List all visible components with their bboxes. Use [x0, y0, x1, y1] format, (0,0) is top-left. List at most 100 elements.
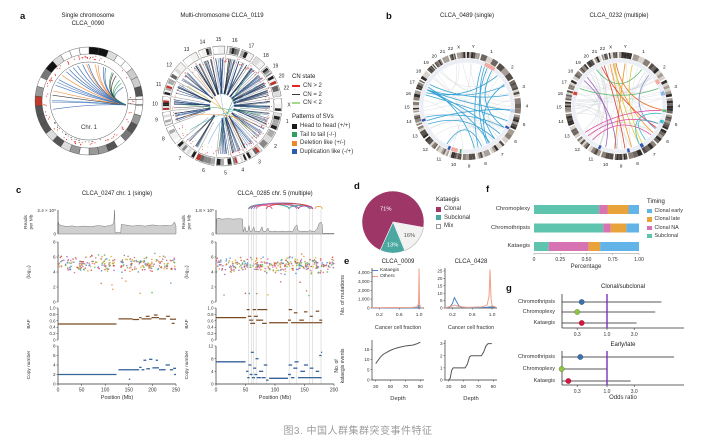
tick-label: 20: [279, 73, 285, 79]
tick-label: 10: [603, 162, 609, 168]
tick-label: 6: [666, 139, 669, 145]
tick-label: 10: [451, 162, 457, 168]
tick-label: 8: [636, 161, 639, 167]
tick-label: 10: [152, 101, 158, 107]
f-category-chromoplexy: Chromoplexy: [495, 206, 530, 212]
g1-row-chromothripsis: Chromothripsis: [518, 298, 555, 305]
cn-eq2-swatch: [292, 93, 300, 96]
tick-label: 0: [53, 338, 56, 343]
tick-label: 30: [446, 384, 452, 390]
tick-label: 30: [373, 384, 379, 390]
tick-label: 0: [367, 378, 370, 383]
g-early-late-graphic: 0.3 1.0 3.0: [558, 351, 684, 395]
tick-label: 8: [162, 136, 165, 142]
tick-label: 2: [53, 285, 56, 290]
legend-item-clonal-na: Clonal NA: [647, 225, 683, 231]
depth-plot-1: 0 5 10 15 30 50 70 90: [364, 340, 424, 390]
tick-label: 2: [53, 372, 56, 377]
mix-swatch: [436, 223, 441, 229]
tick-label: 0: [533, 257, 536, 263]
tick-label: 200: [148, 388, 157, 394]
legend-item-duplication-like: Duplication like (-/+): [292, 149, 353, 155]
tick-label: 15: [364, 347, 370, 352]
tick-label: 0.6: [469, 312, 476, 318]
tick-label: 11: [436, 157, 441, 163]
tick-label: 5: [675, 122, 678, 128]
legend-item-subclonal-timing: Subclonal: [647, 233, 683, 239]
mutations-ylabel: No. of mutations: [340, 274, 346, 316]
svg-text:Copy number: Copy number: [184, 350, 190, 379]
head-to-head-swatch: [292, 123, 297, 129]
circos-a-left-title-line1: Single chromosome: [61, 13, 115, 19]
tick-label: 0: [367, 306, 370, 311]
tick-label: 0.3: [574, 389, 581, 395]
clonal-early-swatch: [647, 208, 652, 214]
subclonal-swatch: [436, 215, 441, 221]
tick-label: 17: [410, 79, 416, 85]
legend-item-cn-eq2: CN = 2: [292, 92, 322, 98]
tick-label: 50: [243, 388, 249, 394]
tick-label: 50: [388, 384, 394, 390]
tick-label: 11: [156, 82, 161, 88]
g2-row-kataegis: Kataegis: [533, 377, 555, 384]
tick-label: 9: [155, 118, 158, 124]
duplication-like-swatch: [292, 149, 297, 155]
tick-label: 8: [484, 161, 487, 167]
tick-label: 16: [406, 91, 412, 97]
ccf-plot-2: 0 5 10 15 20 25 0.2 0.6 1.0: [437, 268, 497, 318]
tick-label: 20: [437, 276, 443, 281]
tick-label: 150: [300, 388, 309, 394]
cn-lt2-swatch: [292, 102, 300, 104]
forest-bottom-title: Early/late: [610, 342, 636, 348]
e-depth-2-graphic: 0 1 2 3 30 50 70 90: [440, 340, 497, 390]
tick-label: 0: [440, 306, 443, 311]
tick-label: 14: [406, 119, 412, 125]
tick-label: 8: [211, 356, 214, 361]
tick-label: 13: [412, 134, 418, 140]
tick-label: 18: [263, 53, 269, 59]
tick-label: 0.2: [50, 331, 57, 336]
tick-label: 3: [440, 341, 443, 346]
e-depth-1-graphic: 0 5 10 15 30 50 70 90: [364, 340, 424, 390]
tick-label: 12: [166, 63, 172, 69]
tick-label: 250: [172, 388, 181, 394]
tick-label: 0.6: [396, 312, 403, 318]
tick-label: 4: [241, 168, 244, 174]
tick-label: 0.25: [555, 257, 565, 263]
panel-label-e: e: [344, 256, 350, 267]
tracks-right-title: CLCA_0285 chr. 5 (multiple): [237, 191, 313, 197]
tick-label: 0.3: [574, 332, 581, 338]
ccf-xlabel-1: Cancer cell fraction: [374, 325, 422, 331]
figure-caption: 图3. 中国人群集群突变事件特征: [283, 426, 433, 437]
tick-label: Position (Mb): [259, 395, 292, 401]
tick-label: 6: [53, 353, 56, 358]
tick-label: 1.0: [604, 332, 611, 338]
tick-label: 1.0: [604, 389, 611, 395]
kataegis-events-ylabel-line2: kataegis events: [340, 348, 346, 384]
deletion-like-swatch: [292, 140, 297, 146]
tick-label: 6: [202, 168, 205, 174]
kataegis-line-swatch: [372, 269, 378, 272]
tick-label: 15: [437, 283, 443, 288]
tick-label: 5: [440, 298, 443, 303]
circos-single-chromosome: [34, 46, 144, 156]
circos-a-right-title: Multi-chromosome CLCA_0119: [180, 13, 264, 19]
tick-label: 1.0: [416, 312, 423, 318]
tick-label: 7: [178, 156, 181, 162]
legend-item-others-line: Others: [372, 274, 399, 279]
e-ccf-2-graphic: 0 5 10 15 20 25 0.2 0.6 1.0: [437, 268, 497, 318]
tick-label: 3.0: [631, 332, 638, 338]
tick-label: 0: [53, 382, 56, 387]
tick-label: 14: [558, 119, 564, 125]
tick-label: 2: [511, 64, 514, 70]
tick-label: 71%: [380, 206, 392, 212]
tick-label: 16%: [404, 233, 416, 239]
svg-text:per Mb: per Mb: [29, 214, 35, 229]
tick-label: 0.4: [208, 325, 215, 330]
legend-item-head-to-head: Head to head (+/+): [292, 123, 353, 129]
timing-legend-title: Timing: [647, 199, 665, 205]
